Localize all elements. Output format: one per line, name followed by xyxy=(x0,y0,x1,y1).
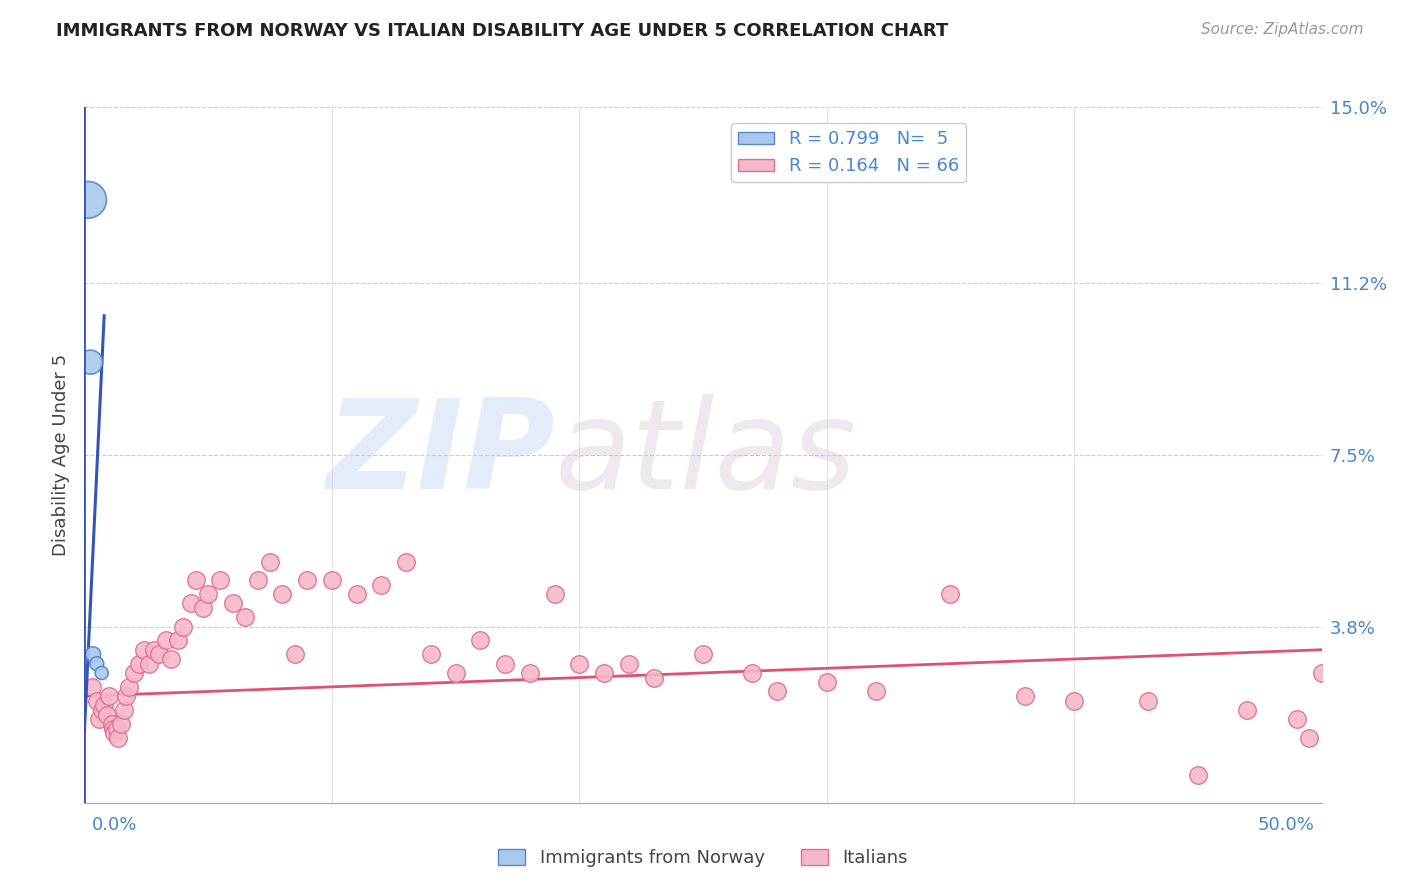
Text: ZIP: ZIP xyxy=(326,394,554,516)
Point xyxy=(105,722,128,736)
Point xyxy=(444,665,467,680)
Point xyxy=(90,703,112,717)
Point xyxy=(160,652,183,666)
Point xyxy=(321,573,343,587)
Point xyxy=(815,675,838,690)
Point xyxy=(80,680,103,694)
Point xyxy=(284,648,307,662)
Point xyxy=(180,596,202,610)
Point xyxy=(271,587,294,601)
Point xyxy=(107,731,129,745)
Point xyxy=(89,712,111,726)
Point xyxy=(346,587,368,601)
Point xyxy=(1310,665,1333,680)
Point xyxy=(172,619,194,633)
Point xyxy=(692,648,714,662)
Text: 50.0%: 50.0% xyxy=(1258,816,1315,834)
Point xyxy=(98,689,121,703)
Text: Source: ZipAtlas.com: Source: ZipAtlas.com xyxy=(1201,22,1364,37)
Point xyxy=(167,633,190,648)
Point xyxy=(191,601,214,615)
Point xyxy=(246,573,269,587)
Point xyxy=(593,665,616,680)
Legend: Immigrants from Norway, Italians: Immigrants from Norway, Italians xyxy=(491,841,915,874)
Text: IMMIGRANTS FROM NORWAY VS ITALIAN DISABILITY AGE UNDER 5 CORRELATION CHART: IMMIGRANTS FROM NORWAY VS ITALIAN DISABI… xyxy=(56,22,949,40)
Point xyxy=(103,726,125,740)
Point xyxy=(1298,731,1320,745)
Point xyxy=(865,684,887,698)
Point xyxy=(370,578,392,592)
Point xyxy=(519,665,541,680)
Point xyxy=(295,573,318,587)
Point xyxy=(494,657,516,671)
Point xyxy=(1236,703,1258,717)
Point xyxy=(138,657,160,671)
Point xyxy=(766,684,789,698)
Point xyxy=(470,633,492,648)
Point xyxy=(395,555,418,569)
Point xyxy=(209,573,232,587)
Point xyxy=(122,665,145,680)
Point xyxy=(142,642,165,657)
Point xyxy=(643,671,665,685)
Point xyxy=(741,665,763,680)
Point xyxy=(82,648,104,662)
Point xyxy=(1285,712,1308,726)
Point xyxy=(419,648,441,662)
Point xyxy=(101,722,124,736)
Point xyxy=(90,665,112,680)
Point xyxy=(79,355,101,369)
Point xyxy=(128,657,150,671)
Point xyxy=(132,642,155,657)
Point xyxy=(155,633,177,648)
Text: 0.0%: 0.0% xyxy=(91,816,136,834)
Point xyxy=(617,657,640,671)
Point xyxy=(93,698,115,713)
Legend: R = 0.799   N=  5, R = 0.164   N = 66: R = 0.799 N= 5, R = 0.164 N = 66 xyxy=(731,123,966,183)
Point xyxy=(197,587,219,601)
Point xyxy=(86,694,108,708)
Text: atlas: atlas xyxy=(554,394,856,516)
Point xyxy=(543,587,565,601)
Point xyxy=(1014,689,1036,703)
Point xyxy=(1063,694,1085,708)
Point xyxy=(96,707,118,722)
Point xyxy=(233,610,256,624)
Point xyxy=(939,587,962,601)
Point xyxy=(184,573,207,587)
Point xyxy=(77,193,100,207)
Point xyxy=(259,555,281,569)
Point xyxy=(568,657,591,671)
Point xyxy=(100,717,122,731)
Point xyxy=(112,703,135,717)
Y-axis label: Disability Age Under 5: Disability Age Under 5 xyxy=(52,354,70,556)
Point xyxy=(86,657,108,671)
Point xyxy=(115,689,138,703)
Point xyxy=(148,648,170,662)
Point xyxy=(222,596,245,610)
Point xyxy=(118,680,141,694)
Point xyxy=(1187,768,1209,782)
Point xyxy=(110,717,132,731)
Point xyxy=(1137,694,1160,708)
